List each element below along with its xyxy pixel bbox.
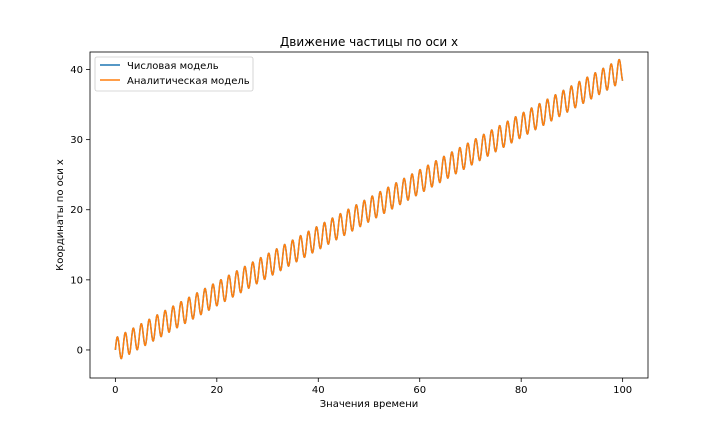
legend: Числовая модель Аналитическая модель: [94, 56, 254, 92]
x-tick-label-0: 0: [112, 385, 118, 396]
legend-label-analytic-model: Аналитическая модель: [127, 76, 250, 87]
x-axis-label: Значения времени: [320, 399, 419, 410]
x-axis: 0 20 40 60 80 100: [112, 378, 632, 396]
y-tick-label-20: 20: [70, 205, 83, 216]
plot-area: 0 20 40 60 80 100 0 10 20 30 40: [70, 51, 649, 396]
y-axis: 0 10 20 30 40: [70, 65, 90, 356]
axes-frame: [89, 51, 649, 379]
x-tick-label-60: 60: [413, 385, 426, 396]
y-tick-label-30: 30: [70, 135, 83, 146]
x-tick-label-40: 40: [312, 385, 325, 396]
y-tick-label-10: 10: [70, 275, 83, 286]
legend-label-numeric-model: Числовая модель: [127, 61, 219, 72]
legend-box: [94, 56, 254, 92]
series-line-analytic-model: [114, 58, 624, 360]
y-axis-label: Координаты по оси x: [55, 159, 66, 271]
series-lines: [114, 58, 624, 360]
x-tick-label-20: 20: [210, 385, 223, 396]
x-tick-label-80: 80: [515, 385, 528, 396]
y-tick-label-40: 40: [70, 65, 83, 76]
chart-title: Движение частицы по оси x: [280, 35, 458, 49]
y-tick-label-0: 0: [77, 345, 83, 356]
x-tick-label-100: 100: [613, 385, 632, 396]
